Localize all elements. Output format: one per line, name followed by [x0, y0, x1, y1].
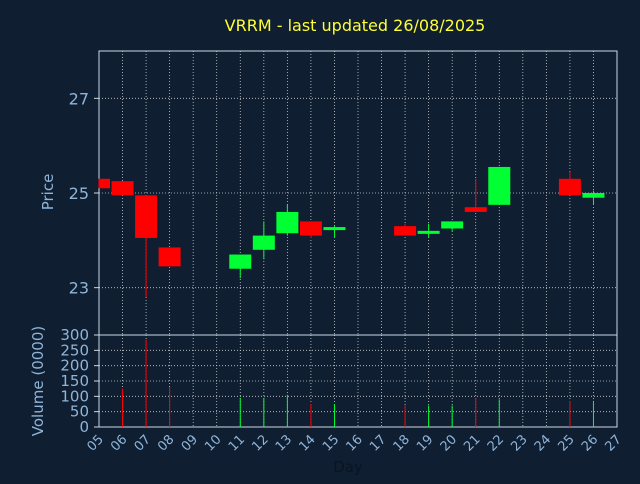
day-tick-label: 17	[367, 432, 389, 454]
candle	[464, 178, 487, 212]
candle	[158, 247, 181, 267]
day-tick-label: 13	[273, 432, 295, 454]
candle-body	[276, 211, 299, 234]
day-tick-label: 22	[485, 432, 507, 454]
price-gridlines	[99, 51, 617, 335]
candle-body	[394, 226, 417, 236]
price-axis-label: Price	[39, 174, 57, 211]
day-tick-label: 09	[179, 432, 201, 454]
volume-tick-label: 300	[60, 326, 89, 344]
candle-body	[299, 221, 322, 236]
candle-body	[158, 247, 181, 267]
candle	[276, 204, 299, 236]
day-tick-label: 14	[296, 432, 318, 454]
candle	[98, 178, 110, 189]
candle	[299, 221, 322, 238]
day-tick-label: 16	[344, 432, 366, 454]
candle-body	[323, 227, 346, 231]
day-tick-label: 21	[461, 432, 483, 454]
candle-body	[582, 193, 605, 198]
candle-body	[417, 230, 440, 234]
day-tick-label: 25	[555, 432, 577, 454]
volume-tick-label: 100	[60, 387, 89, 405]
candle	[417, 223, 440, 238]
price-tick-label: 23	[69, 279, 89, 298]
candle	[323, 226, 346, 238]
candle-body	[99, 178, 110, 189]
day-tick-label: 11	[226, 432, 248, 454]
candle	[252, 221, 275, 260]
candle-body	[229, 254, 252, 269]
day-tick-label: 18	[391, 432, 413, 454]
volume-tick-label: 150	[60, 372, 89, 390]
price-tick-labels: 23 25 27	[69, 89, 99, 298]
volume-gridlines	[99, 334, 617, 428]
day-tick-label: 20	[438, 432, 460, 454]
chart-title: VRRM - last updated 26/08/2025	[225, 16, 486, 35]
volume-tick-label: 50	[70, 403, 89, 421]
candle-body	[558, 178, 581, 196]
day-tick-label: 07	[132, 432, 154, 454]
day-tick-label: 27	[603, 432, 625, 454]
volume-bars	[122, 339, 594, 427]
day-tick-label: 24	[532, 432, 554, 454]
volume-axis-label: Volume (0000)	[29, 326, 47, 436]
price-tick-label: 27	[69, 89, 89, 108]
candle-body	[488, 166, 511, 205]
day-tick-label: 19	[414, 432, 436, 454]
candle	[488, 166, 511, 205]
day-tick-label: 26	[579, 432, 601, 454]
day-tick-label: 10	[202, 432, 224, 454]
day-tick-labels: 05 06 07 08 09 10 11 12 13 14 15 16 17 18 19 20 21 22 23 24…	[85, 432, 625, 454]
volume-tick-label: 200	[60, 357, 89, 375]
candle-body	[441, 221, 464, 229]
candle	[111, 181, 134, 196]
candle	[229, 254, 252, 279]
candle-body	[111, 181, 134, 196]
candle	[558, 171, 581, 196]
price-tick-label: 25	[69, 184, 89, 203]
candle	[441, 221, 464, 231]
day-tick-label: 08	[155, 432, 177, 454]
day-tick-label: 15	[320, 432, 342, 454]
candle-body	[464, 207, 487, 212]
candle	[394, 223, 417, 236]
volume-tick-label: 0	[79, 418, 89, 436]
price-candles	[98, 166, 605, 298]
candle	[582, 190, 605, 205]
volume-tick-label: 250	[60, 341, 89, 359]
candle-body	[135, 195, 158, 238]
x-axis-label: Day	[333, 458, 363, 476]
candle-body	[252, 235, 275, 250]
day-tick-label: 06	[108, 432, 130, 454]
day-tick-label: 23	[508, 432, 530, 454]
day-tick-label: 12	[249, 432, 271, 454]
candle	[135, 195, 158, 298]
